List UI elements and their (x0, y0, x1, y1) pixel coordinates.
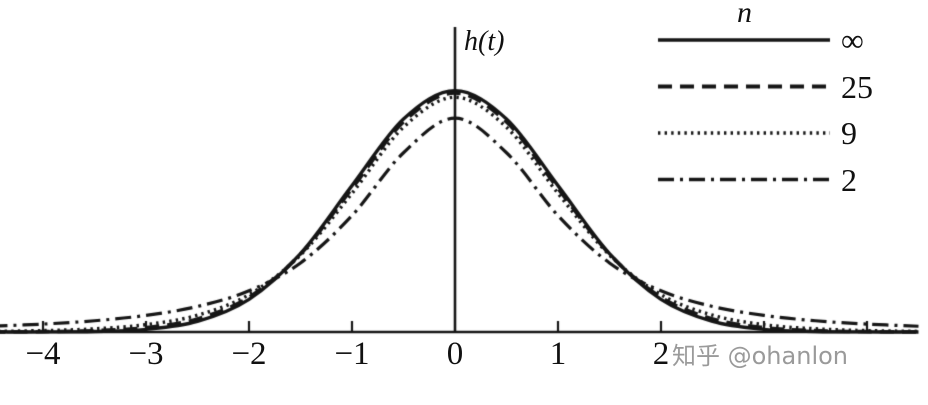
x-tick-label: 0 (446, 336, 464, 372)
x-tick-label: 1 (549, 336, 567, 372)
x-tick-label: −4 (25, 336, 61, 372)
y-axis-label: h(t) (464, 26, 505, 57)
legend-entry-label: ∞ (841, 22, 864, 58)
legend-entry-label: 25 (841, 68, 873, 105)
x-tick-label: −1 (334, 336, 370, 372)
x-tick-label: −3 (128, 336, 164, 372)
legend-entry-label: 9 (841, 115, 857, 151)
x-tick-label: 2 (652, 336, 670, 372)
legend-header: n (737, 0, 752, 29)
x-tick-label: −2 (231, 336, 267, 372)
legend-entry-label: 2 (841, 161, 857, 198)
watermark: 知乎 @ohanlon (672, 342, 849, 370)
